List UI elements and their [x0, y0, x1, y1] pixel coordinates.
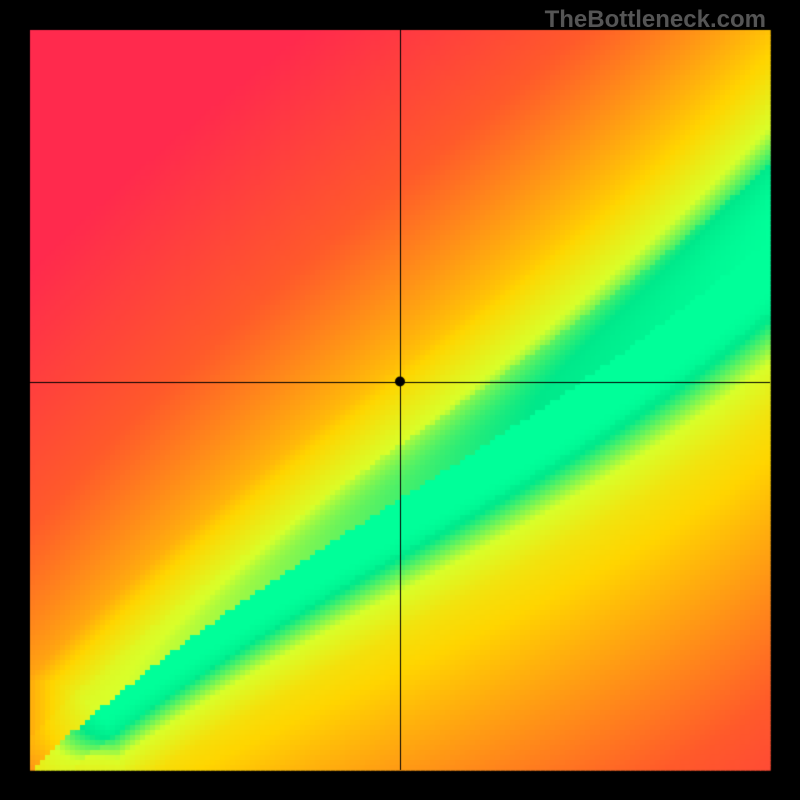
bottleneck-heatmap — [0, 0, 800, 800]
chart-container: TheBottleneck.com — [0, 0, 800, 800]
watermark-text: TheBottleneck.com — [545, 6, 766, 34]
